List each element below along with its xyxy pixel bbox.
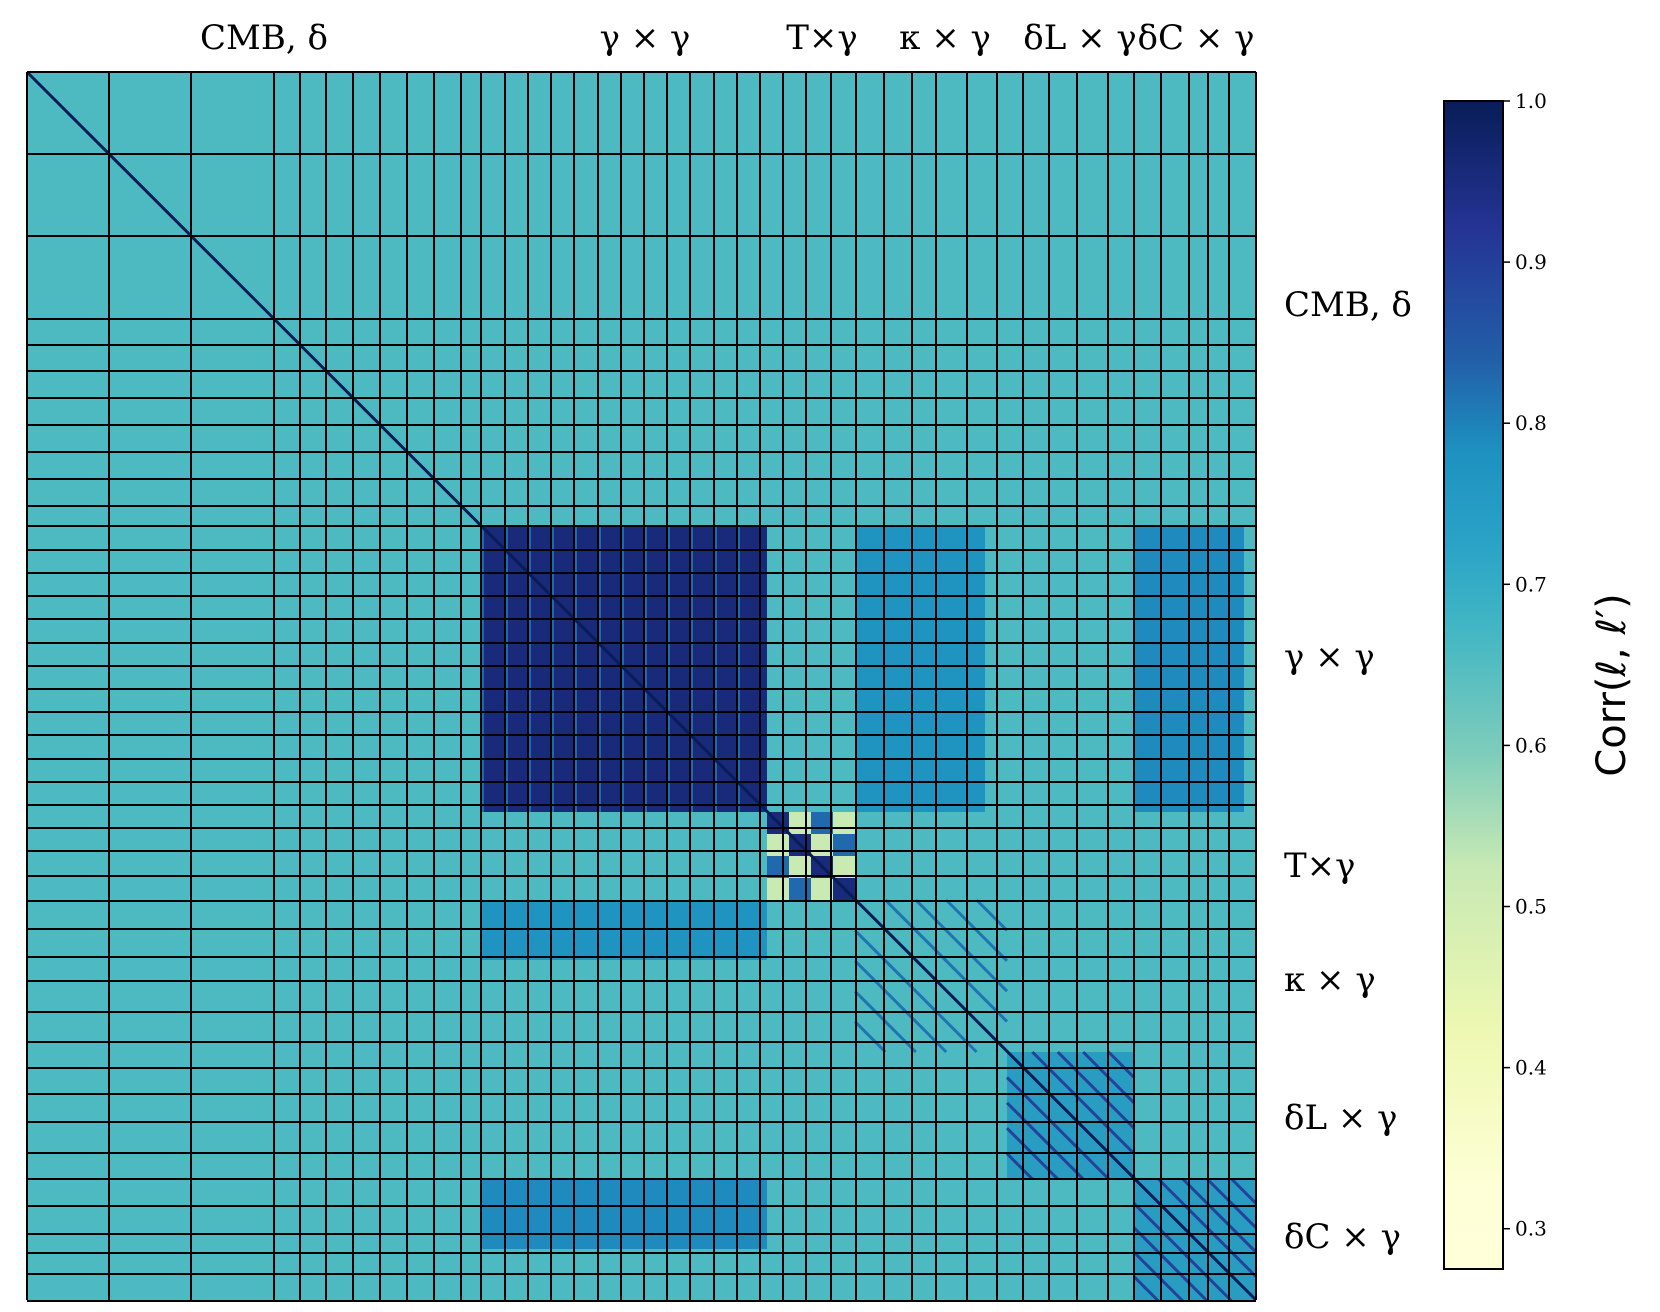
colorbar-ticks: 0.3 0.4 0.5 0.6 0.7 0.8 0.9 1.0	[1503, 89, 1547, 1241]
block-diagonal-stripe	[1132, 1251, 1184, 1303]
block-diagonal-stripe	[1230, 1177, 1258, 1205]
colorbar-tick-label: 0.6	[1515, 733, 1547, 757]
T-gamma-cell	[833, 856, 855, 878]
block-diagonal-stripe	[1132, 1226, 1209, 1303]
colorbar-tick-label: 0.5	[1515, 895, 1547, 919]
correlation-matrix	[25, 70, 1258, 1303]
T-gamma-cell	[789, 878, 811, 900]
T-gamma-cell	[789, 812, 811, 834]
gg-kg-cross	[855, 526, 985, 812]
gamma-gamma-stripe	[690, 526, 693, 812]
side-label-deltaL-gamma: δL × γ	[1284, 1098, 1397, 1138]
side-block-labels: CMB, δ γ × γ T×γ κ × γ δL × γ δC × γ	[1284, 285, 1412, 1257]
block-diagonal-stripe	[853, 959, 948, 1054]
gamma-gamma-stripe	[598, 526, 601, 812]
T-gamma-cell	[833, 812, 855, 834]
block-diagonal-stripe	[914, 898, 1009, 993]
block-diagonal-stripe	[1056, 1050, 1136, 1130]
block-diagonal-stripe	[1132, 1275, 1160, 1303]
gamma-gamma-stripe	[644, 526, 647, 812]
block-diagonal-stripe	[853, 929, 978, 1054]
T-gamma-cell	[767, 856, 789, 878]
block-diagonal-stripe	[1206, 1177, 1258, 1229]
matrix-grid	[26, 71, 1257, 1302]
gamma-gamma-stripe	[551, 526, 554, 812]
T-gamma-cell	[767, 878, 789, 900]
colorbar-tick-label: 0.4	[1515, 1056, 1547, 1080]
colorbar-tick-label: 0.9	[1515, 250, 1547, 274]
dc-gg-cross	[481, 1179, 767, 1249]
matrix-cells	[25, 70, 1258, 1303]
colorbar-tick-label: 0.8	[1515, 411, 1547, 435]
colorbar-tick-label: 0.3	[1515, 1217, 1547, 1241]
block-diagonal-stripe	[1181, 1177, 1258, 1254]
top-label-deltaL-gamma: δL × γ	[1023, 18, 1136, 58]
side-label-cmb-delta: CMB, δ	[1284, 285, 1412, 325]
block-diagonal-stripe	[975, 898, 1009, 932]
T-gamma-cell	[811, 878, 833, 900]
top-label-kappa-gamma: κ × γ	[899, 18, 991, 58]
T-gamma-cell	[833, 834, 855, 856]
side-label-gamma-gamma: γ × γ	[1284, 637, 1375, 677]
side-label-T-gamma: T×γ	[1284, 846, 1356, 886]
gamma-gamma-stripe	[714, 526, 717, 812]
top-block-labels: CMB, δ γ × γ T×γ κ × γ δL × γ δC × γ	[200, 18, 1254, 58]
block-diagonal-stripe	[884, 898, 1009, 1023]
T-gamma-cell	[811, 834, 833, 856]
colorbar-tick-label: 0.7	[1515, 572, 1547, 596]
colorbar-tick-label: 1.0	[1515, 89, 1547, 113]
side-label-kappa-gamma: κ × γ	[1284, 960, 1376, 1000]
top-label-T-gamma: T×γ	[786, 18, 858, 58]
gamma-gamma-stripe	[481, 526, 484, 812]
gamma-gamma-stripe	[505, 526, 508, 812]
colorbar-label: Corr(ℓ, ℓ′)	[1589, 593, 1635, 776]
gamma-gamma-stripe	[737, 526, 740, 812]
top-label-gamma-gamma: γ × γ	[600, 18, 691, 58]
T-gamma-cell	[789, 856, 811, 878]
colorbar-gradient	[1443, 100, 1504, 1270]
side-label-deltaC-gamma: δC × γ	[1284, 1217, 1401, 1257]
colorbar: 0.3 0.4 0.5 0.6 0.7 0.8 0.9 1.0 Corr(ℓ, ℓ′)	[1443, 89, 1635, 1270]
block-diagonal-stripe	[1107, 1050, 1136, 1079]
T-gamma-cell	[767, 834, 789, 856]
T-gamma-cell	[811, 812, 833, 834]
top-label-deltaC-gamma: δC × γ	[1138, 18, 1255, 58]
gamma-gamma-stripe	[574, 526, 577, 812]
top-label-cmb-delta: CMB, δ	[200, 18, 328, 58]
gamma-gamma-stripe	[528, 526, 531, 812]
matrix-diagonal	[25, 70, 1258, 1302]
gamma-gamma-stripe	[667, 526, 670, 812]
block-diagonal-stripe	[1005, 1101, 1085, 1181]
block-diagonal-stripe	[853, 1020, 887, 1054]
block-diagonal-stripe	[1005, 1152, 1034, 1181]
